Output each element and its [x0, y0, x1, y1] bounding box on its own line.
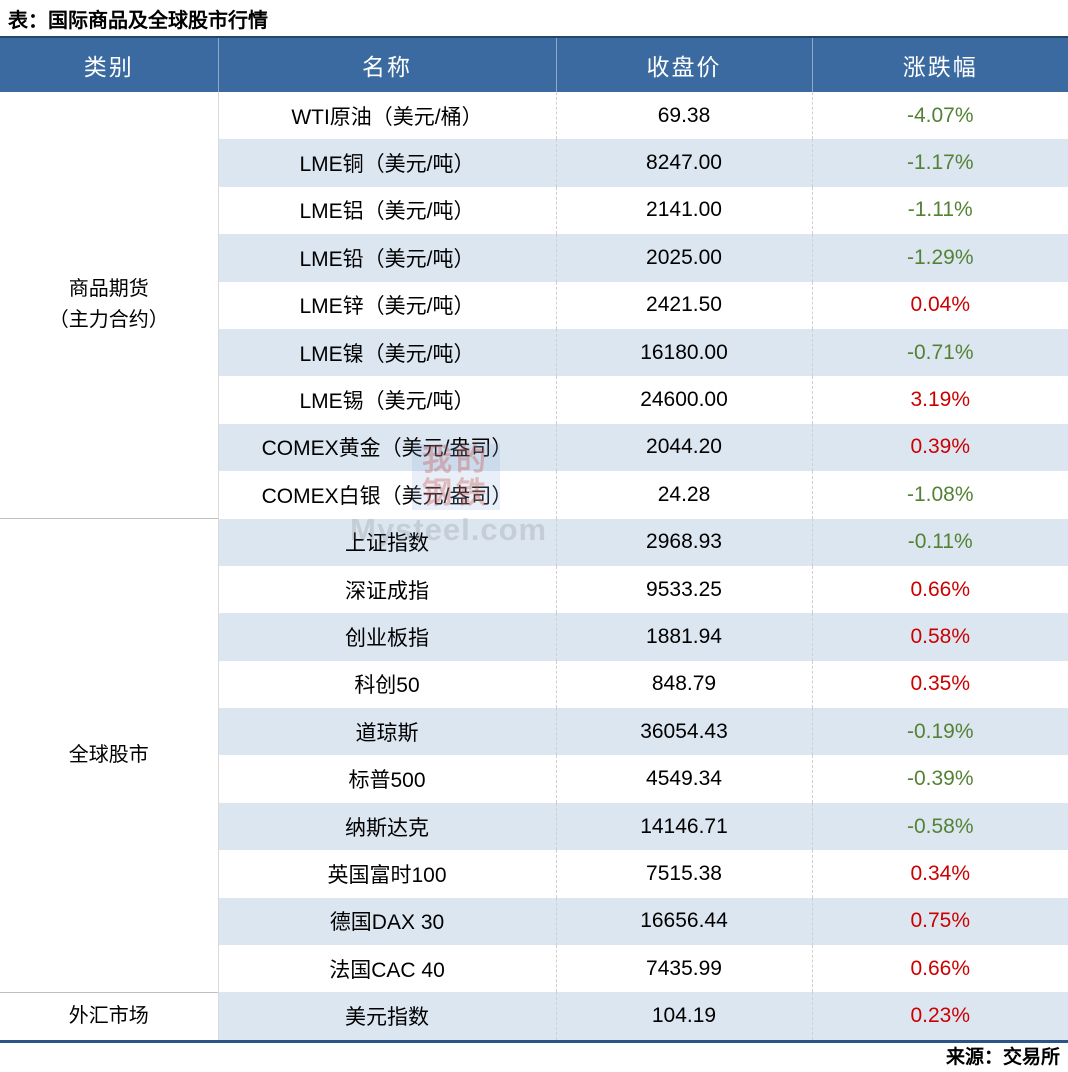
name-cell: LME镍（美元/吨） [218, 328, 557, 377]
table-row: 深证成指 9533.25 0.66% [0, 565, 1068, 614]
table-row: LME铝（美元/吨） 2141.00 -1.11% [0, 186, 1068, 235]
close-cell: 24600.00 [556, 376, 813, 424]
change-cell: 0.23% [812, 992, 1068, 1044]
close-cell: 36054.43 [556, 708, 813, 756]
change-cell: -0.71% [812, 328, 1068, 377]
name-cell: 深证成指 [218, 565, 557, 614]
close-cell: 14146.71 [556, 802, 813, 851]
table-row: 道琼斯 36054.43 -0.19% [0, 708, 1068, 756]
change-cell: -1.29% [812, 234, 1068, 282]
table-row: 法国CAC 40 7435.99 0.66% [0, 945, 1068, 993]
table-row: 外汇市场 美元指数 104.19 0.23% [0, 991, 1068, 1044]
change-cell: -1.08% [812, 471, 1068, 519]
name-cell: COMEX白银（美元/盎司） [218, 471, 557, 519]
source-note: 来源：交易所 [945, 1047, 1060, 1068]
table-row: LME铅（美元/吨） 2025.00 -1.29% [0, 234, 1068, 282]
table-row: 全球股市 上证指数 2968.93 -0.11% [0, 518, 1068, 993]
name-cell: LME铜（美元/吨） [218, 139, 557, 187]
change-cell: 0.66% [812, 565, 1068, 614]
close-cell: 16180.00 [556, 328, 813, 377]
change-cell: 0.39% [812, 423, 1068, 472]
name-cell: 纳斯达克 [218, 802, 557, 851]
change-cell: 0.66% [812, 945, 1068, 993]
category-line: 全球股市 [68, 743, 149, 766]
close-cell: 16656.44 [556, 897, 813, 946]
table-row: LME镍（美元/吨） 16180.00 -0.71% [0, 328, 1068, 377]
name-cell: LME铝（美元/吨） [218, 186, 557, 235]
page-title: 表：国际商品及全球股市行情 [8, 10, 268, 32]
close-cell: 104.19 [556, 992, 813, 1044]
close-cell: 2968.93 [556, 518, 813, 566]
name-cell: 德国DAX 30 [218, 897, 557, 946]
close-cell: 4549.34 [556, 755, 813, 803]
table-row: 商品期货 （主力合约） WTI原油（美元/桶） 69.38 -4.07% [0, 92, 1068, 519]
table-row: 标普500 4549.34 -0.39% [0, 755, 1068, 803]
table-row: COMEX白银（美元/盎司） 24.28 -1.08% [0, 471, 1068, 519]
table-header: 类别 名称 收盘价 涨跌幅 [0, 36, 1068, 92]
close-cell: 848.79 [556, 660, 813, 709]
close-cell: 2044.20 [556, 423, 813, 472]
close-cell: 8247.00 [556, 139, 813, 187]
header-change: 涨跌幅 [811, 36, 1068, 92]
name-cell: 英国富时100 [218, 850, 557, 898]
name-cell: 道琼斯 [218, 708, 557, 756]
category-cell: 商品期货 （主力合约） [0, 92, 219, 519]
change-cell: 0.75% [812, 897, 1068, 946]
change-cell: 0.35% [812, 660, 1068, 709]
change-cell: -0.19% [812, 708, 1068, 756]
change-cell: -1.17% [812, 139, 1068, 187]
table-body: 商品期货 （主力合约） WTI原油（美元/桶） 69.38 -4.07% LME铜（美元/… [0, 92, 1068, 1044]
close-cell: 69.38 [556, 92, 813, 140]
name-cell: 科创50 [218, 660, 557, 709]
close-cell: 1881.94 [556, 613, 813, 661]
market-table: 类别 名称 收盘价 涨跌幅 商品期货 （主力合约） WTI原油（美元/桶） 69.38… [0, 36, 1068, 1044]
change-cell: -1.11% [812, 186, 1068, 235]
change-cell: -0.11% [812, 518, 1068, 566]
close-cell: 7515.38 [556, 850, 813, 898]
table-row: 纳斯达克 14146.71 -0.58% [0, 802, 1068, 851]
close-cell: 2421.50 [556, 281, 813, 329]
table-row: 英国富时100 7515.38 0.34% [0, 850, 1068, 898]
category-line: 商品期货 [68, 278, 149, 300]
name-cell: WTI原油（美元/桶） [218, 92, 557, 140]
close-cell: 7435.99 [556, 945, 813, 993]
name-cell: 法国CAC 40 [218, 945, 557, 993]
name-cell: LME铅（美元/吨） [218, 234, 557, 282]
table-row: 科创50 848.79 0.35% [0, 660, 1068, 709]
name-cell: LME锌（美元/吨） [218, 281, 557, 329]
table-row: 德国DAX 30 16656.44 0.75% [0, 897, 1068, 946]
category-cell: 全球股市 [0, 518, 219, 993]
name-cell: 标普500 [218, 755, 557, 803]
name-cell: 美元指数 [218, 992, 557, 1044]
change-cell: -0.39% [812, 755, 1068, 803]
header-row: 类别 名称 收盘价 涨跌幅 [0, 36, 1068, 92]
name-cell: COMEX黄金（美元/盎司） [218, 423, 557, 472]
header-close: 收盘价 [555, 36, 812, 92]
category-line: 外汇市场 [68, 1005, 149, 1028]
change-cell: -4.07% [812, 92, 1068, 140]
category-line: （主力合约） [48, 309, 169, 331]
close-cell: 9533.25 [556, 565, 813, 614]
change-cell: 0.04% [812, 281, 1068, 329]
change-cell: 0.34% [812, 850, 1068, 898]
name-cell: 创业板指 [218, 613, 557, 661]
header-name: 名称 [217, 36, 556, 92]
close-cell: 2141.00 [556, 186, 813, 235]
table-row: LME锌（美元/吨） 2421.50 0.04% [0, 281, 1068, 329]
change-cell: 0.58% [812, 613, 1068, 661]
close-cell: 2025.00 [556, 234, 813, 282]
table-row: 创业板指 1881.94 0.58% [0, 613, 1068, 661]
name-cell: 上证指数 [218, 518, 557, 566]
table-row: LME铜（美元/吨） 8247.00 -1.17% [0, 139, 1068, 187]
close-cell: 24.28 [556, 471, 813, 519]
table-row: COMEX黄金（美元/盎司） 2044.20 0.39% [0, 423, 1068, 472]
header-category: 类别 [0, 36, 218, 92]
category-cell: 外汇市场 [0, 991, 219, 1044]
name-cell: LME锡（美元/吨） [218, 376, 557, 424]
change-cell: 3.19% [812, 376, 1068, 424]
table-row: LME锡（美元/吨） 24600.00 3.19% [0, 376, 1068, 424]
change-cell: -0.58% [812, 802, 1068, 851]
